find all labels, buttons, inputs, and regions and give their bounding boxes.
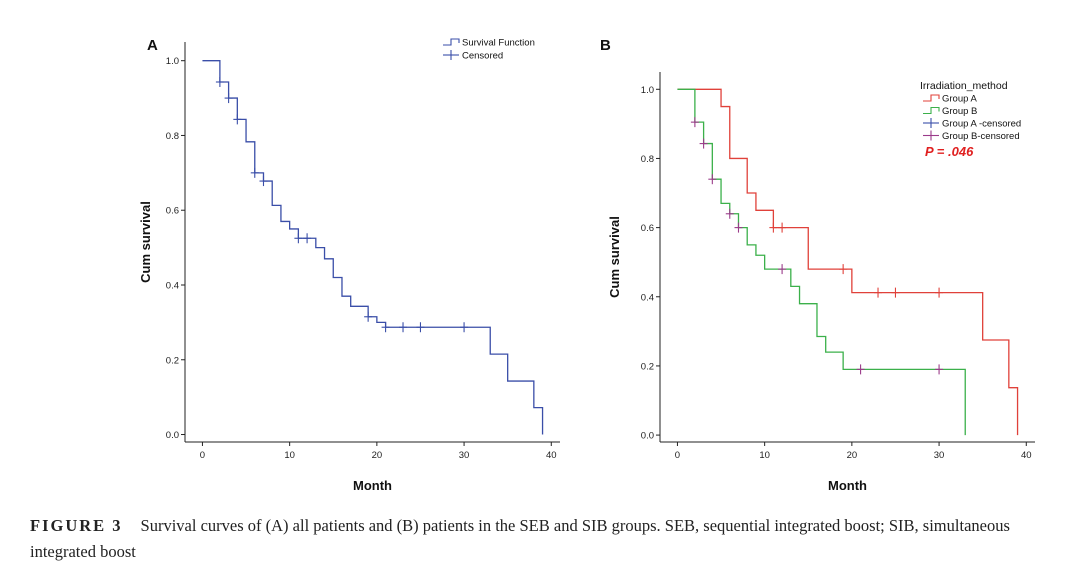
figure-label: FIGURE 3 xyxy=(30,516,123,535)
legend-title: Irradiation_method xyxy=(920,80,1008,92)
y-tick-label: 0.6 xyxy=(166,206,179,217)
legend-entry-label: Group A xyxy=(942,94,978,105)
y-tick-label: 0.0 xyxy=(166,430,179,441)
panel-label: B xyxy=(600,37,611,54)
y-tick-label: 1.0 xyxy=(166,56,179,67)
y-tick-label: 0.4 xyxy=(166,280,179,291)
y-axis-title: Cum survival xyxy=(607,216,622,298)
x-tick-label: 10 xyxy=(759,450,770,461)
x-tick-label: 30 xyxy=(934,450,945,461)
x-tick-label: 10 xyxy=(284,450,295,461)
x-axis-title: Month xyxy=(353,478,392,493)
legend-entry-label: Survival Function xyxy=(462,38,535,49)
x-tick-label: 40 xyxy=(546,450,557,461)
y-tick-label: 0.6 xyxy=(641,223,654,234)
legend-entry-label: Group B xyxy=(942,106,977,117)
y-tick-label: 0.2 xyxy=(641,361,654,372)
legend-line-symbol xyxy=(443,38,460,46)
x-tick-label: 20 xyxy=(372,450,383,461)
x-tick-label: 30 xyxy=(459,450,470,461)
p-value-annotation: P = .046 xyxy=(925,144,974,159)
series-line-survival-function xyxy=(202,60,544,435)
legend-entry-label: Group A -censored xyxy=(942,119,1021,130)
y-tick-label: 0.0 xyxy=(641,431,654,442)
series-line-group-b xyxy=(677,88,966,436)
x-axis-title: Month xyxy=(828,478,867,493)
x-tick-label: 20 xyxy=(847,450,858,461)
y-tick-label: 0.4 xyxy=(641,292,654,303)
chart-panel-b: B 0.0 0.2 0.4 0.6 0.8 1.0 0 10 20 30 40 Month Cum sur… xyxy=(600,37,1035,493)
caption-text: Survival curves of (A) all patients and … xyxy=(30,516,1010,561)
survival-figure: A 0.0 0.2 0.4 0.6 0.8 1.0 0 10 20 30 40 Month Cum sur… xyxy=(138,37,1035,493)
legend-entry-label: Group B-censored xyxy=(942,131,1020,142)
legend-line-symbol xyxy=(923,94,940,102)
legend: Survival Function Censored xyxy=(443,38,535,62)
y-tick-label: 0.8 xyxy=(166,131,179,142)
figure-caption: FIGURE 3 Survival curves of (A) all patie… xyxy=(30,513,1060,565)
legend-entry-label: Censored xyxy=(462,51,503,62)
chart-panel-a: A 0.0 0.2 0.4 0.6 0.8 1.0 0 10 20 30 40 Month Cum sur… xyxy=(138,37,560,493)
y-axis-title: Cum survival xyxy=(138,201,153,283)
y-tick-label: 0.8 xyxy=(641,154,654,165)
panel-label: A xyxy=(147,37,158,54)
y-tick-label: 0.2 xyxy=(166,355,179,366)
x-tick-label: 0 xyxy=(675,450,680,461)
x-tick-label: 40 xyxy=(1021,450,1032,461)
legend-line-symbol xyxy=(923,106,940,115)
x-tick-label: 0 xyxy=(200,450,205,461)
y-tick-label: 1.0 xyxy=(641,85,654,96)
